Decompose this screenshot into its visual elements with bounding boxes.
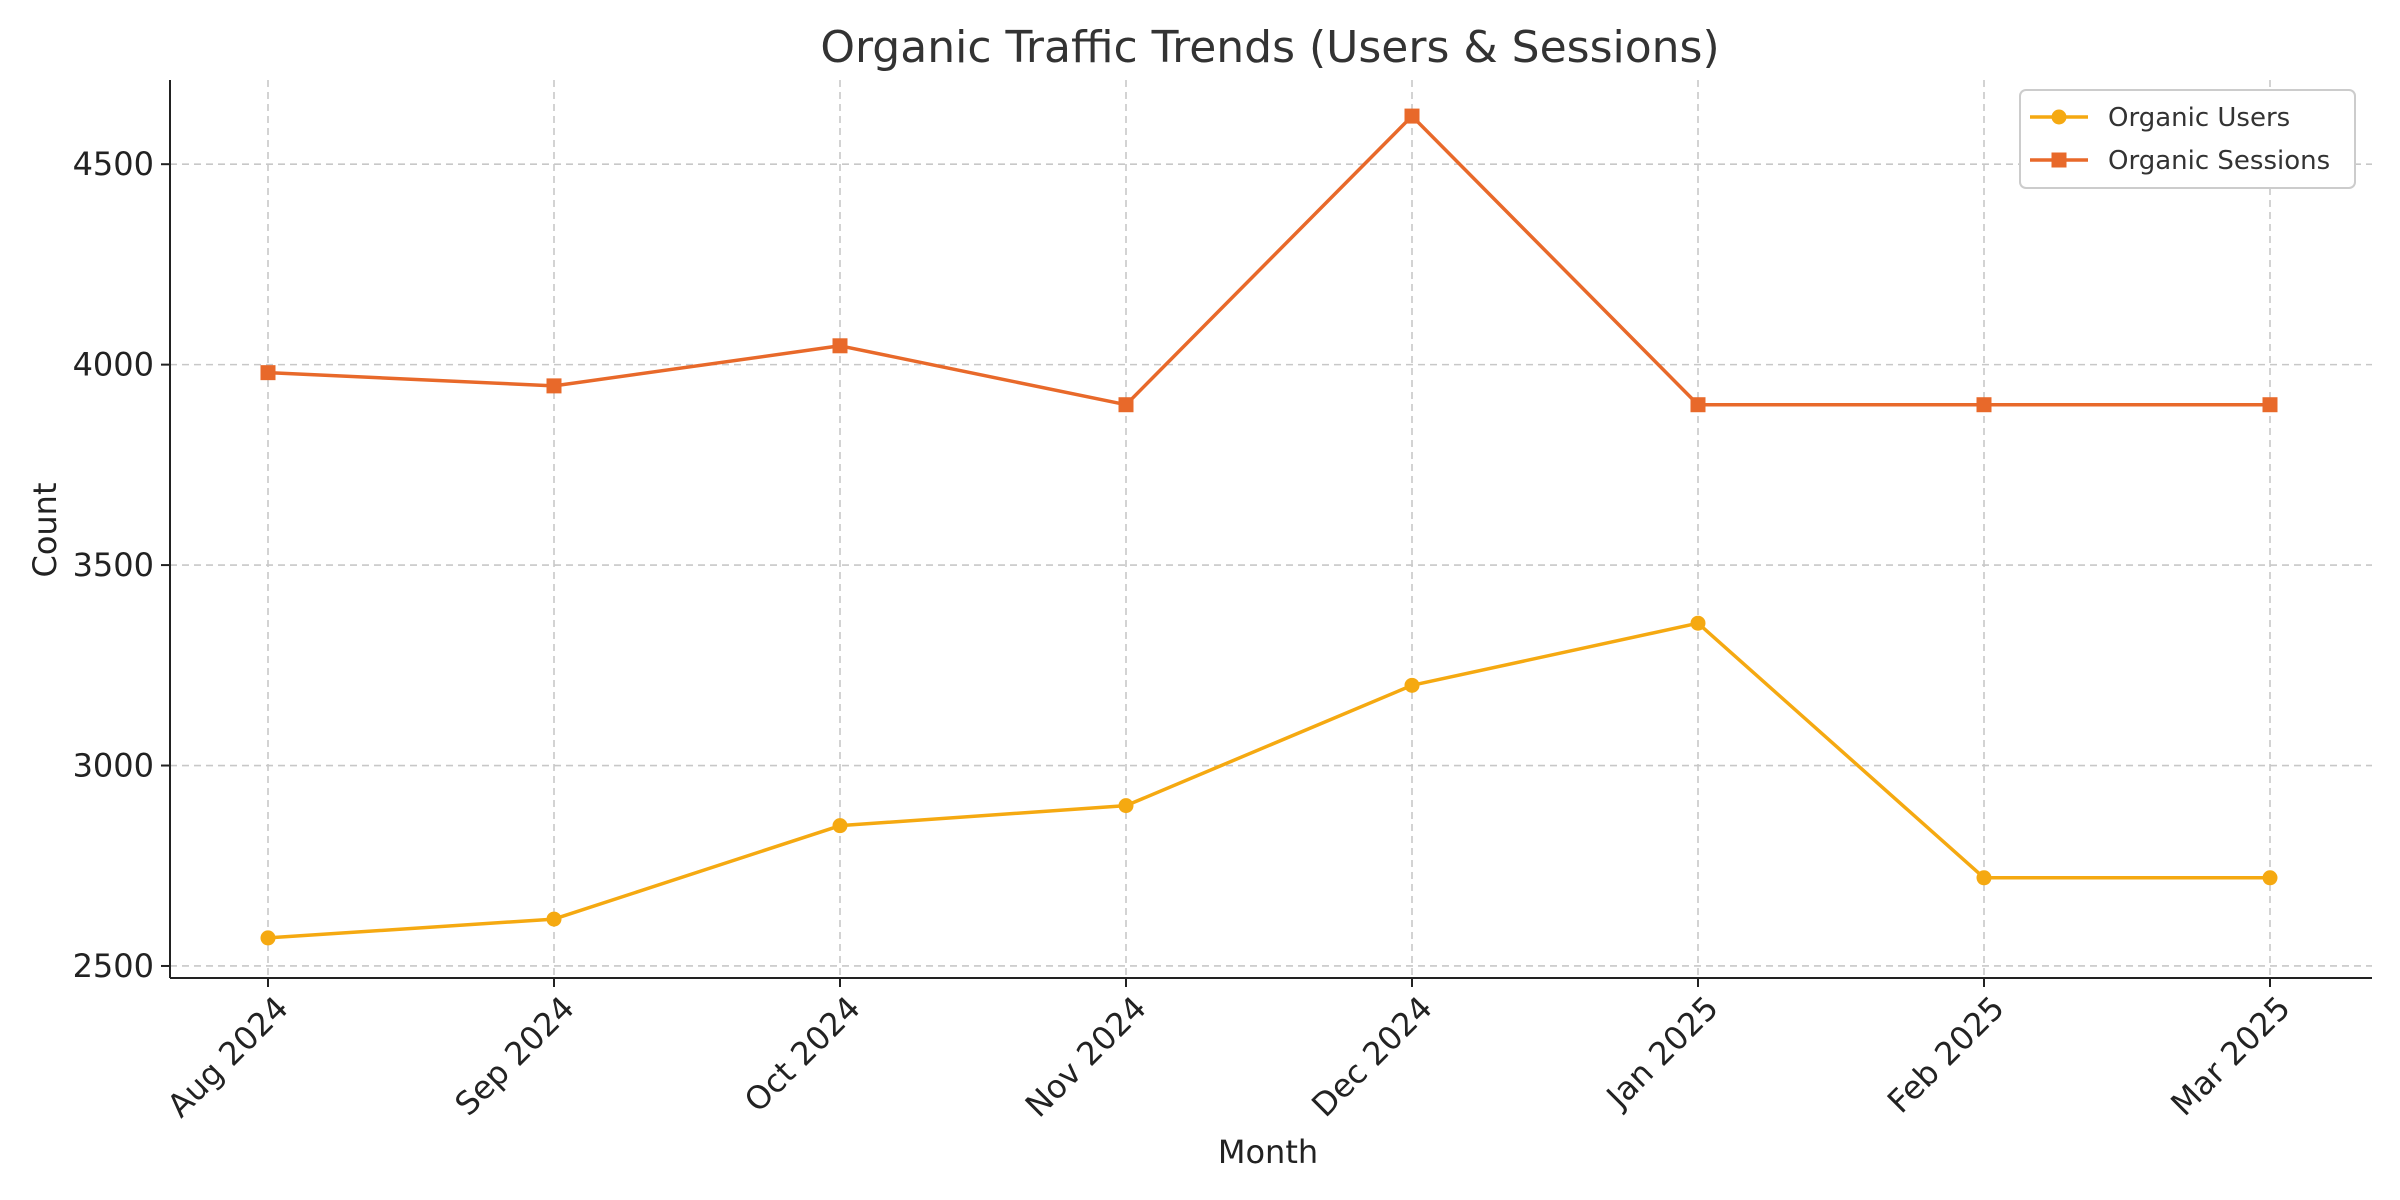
legend-box	[2019, 89, 2356, 189]
data-point-circle	[1690, 615, 1706, 631]
data-point-square	[1976, 397, 1992, 413]
x-tick-label: Jan 2025	[1598, 989, 1726, 1117]
y-tick-label: 3500	[73, 546, 154, 584]
legend-item: Organic Users	[2030, 103, 2290, 133]
y-axis-ticks: 2500 3000 3500 4000 4500	[73, 145, 170, 985]
series	[260, 108, 2278, 946]
data-point-square	[260, 365, 276, 381]
legend-label: Organic Sessions	[2108, 146, 2330, 176]
series-line	[267, 621, 2270, 940]
chart-title: Organic Traffic Trends (Users & Sessions…	[820, 22, 1719, 73]
data-point-square	[1404, 108, 1420, 124]
x-tick-label: Sep 2024	[447, 989, 581, 1123]
legend: Organic Users Organic Sessions	[2019, 89, 2356, 189]
data-point-square	[832, 338, 848, 354]
x-tick-label: Mar 2025	[2163, 989, 2297, 1123]
legend-marker-circle	[2051, 109, 2067, 125]
axes	[169, 80, 2372, 979]
x-axis-title: Month	[1218, 1133, 1318, 1171]
y-tick-label: 2500	[73, 947, 154, 985]
x-tick-label: Aug 2024	[160, 989, 296, 1125]
data-point-circle	[1404, 677, 1420, 693]
legend-marker-square	[2051, 152, 2067, 168]
data-point-circle	[1118, 798, 1134, 814]
y-tick-label: 4500	[73, 145, 154, 183]
series-organic-users	[260, 615, 2278, 946]
grid	[170, 80, 2372, 978]
data-point-circle	[832, 818, 848, 834]
legend-label: Organic Users	[2108, 103, 2290, 133]
y-axis-title: Count	[26, 482, 64, 577]
series-line	[267, 114, 2270, 407]
data-point-square	[2262, 397, 2278, 413]
legend-item: Organic Sessions	[2030, 146, 2330, 176]
x-axis-ticks: Aug 2024 Sep 2024 Oct 2024 Nov 2024 Dec 2024…	[160, 978, 2298, 1125]
x-tick-label: Nov 2024	[1018, 989, 1154, 1125]
series-organic-sessions	[260, 108, 2278, 413]
data-point-circle	[2262, 870, 2278, 886]
y-tick-label: 3000	[73, 747, 154, 785]
y-tick-label: 4000	[73, 346, 154, 384]
x-tick-label: Oct 2024	[737, 989, 868, 1120]
data-point-square	[1690, 397, 1706, 413]
x-tick-label: Feb 2025	[1880, 989, 2012, 1121]
data-point-circle	[260, 930, 276, 946]
data-point-circle	[1976, 870, 1992, 886]
data-point-circle	[546, 911, 562, 927]
x-tick-label: Dec 2024	[1304, 989, 1439, 1124]
data-point-square	[1118, 397, 1134, 413]
data-point-square	[546, 378, 562, 394]
